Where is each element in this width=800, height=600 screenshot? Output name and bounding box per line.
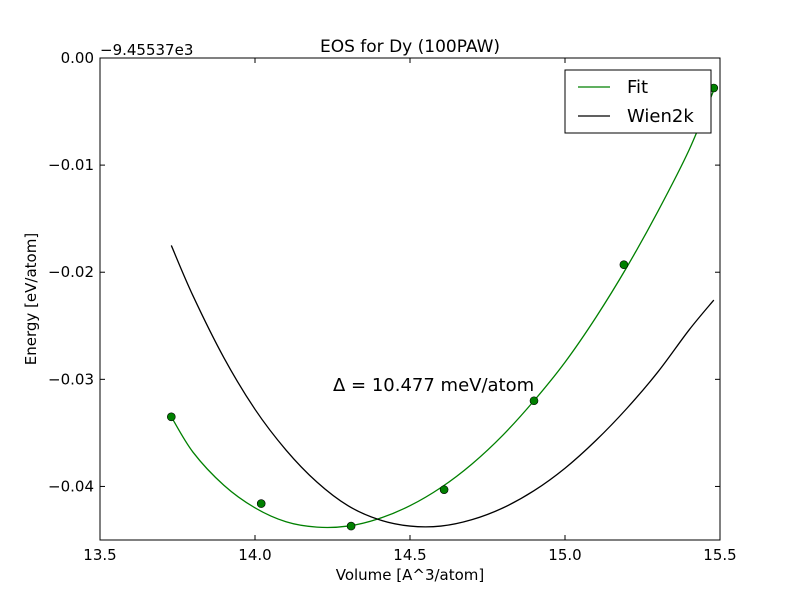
y-tick-label: −0.03 bbox=[48, 370, 94, 388]
y-axis-label: Energy [eV/atom] bbox=[22, 233, 40, 365]
legend-label-fit: Fit bbox=[627, 77, 648, 98]
x-tick-label: 13.5 bbox=[83, 546, 116, 564]
y-tick-label: −0.04 bbox=[48, 477, 94, 495]
x-tick-label: 14.0 bbox=[238, 546, 271, 564]
y-tick-label: −0.01 bbox=[48, 156, 94, 174]
data-point bbox=[619, 260, 629, 270]
y-tick-label: 0.00 bbox=[61, 49, 94, 67]
y-tick-label: −0.02 bbox=[48, 263, 94, 281]
data-point bbox=[167, 412, 176, 422]
x-tick-label: 15.5 bbox=[703, 546, 736, 564]
chart-title: EOS for Dy (100PAW) bbox=[320, 37, 500, 57]
data-point bbox=[346, 521, 356, 531]
y-axis: 0.00 −0.01 −0.02 −0.03 −0.04 bbox=[48, 49, 720, 495]
series-line-wien2k bbox=[170, 245, 715, 528]
data-point bbox=[439, 485, 449, 494]
delta-annotation: Δ = 10.477 meV/atom bbox=[333, 375, 534, 396]
legend-label-wien2k: Wien2k bbox=[627, 106, 694, 127]
data-point bbox=[529, 396, 539, 406]
data-point bbox=[256, 499, 266, 508]
x-tick-label: 15.0 bbox=[548, 546, 581, 564]
legend-box bbox=[564, 69, 712, 134]
x-tick-label: 14.5 bbox=[393, 546, 426, 564]
x-axis: 13.5 14.0 14.5 15.0 15.5 bbox=[83, 58, 737, 564]
legend: Fit Wien2k bbox=[564, 69, 712, 134]
x-axis-label: Volume [A^3/atom] bbox=[336, 566, 485, 584]
y-offset-label: −9.45537e3 bbox=[100, 41, 193, 59]
